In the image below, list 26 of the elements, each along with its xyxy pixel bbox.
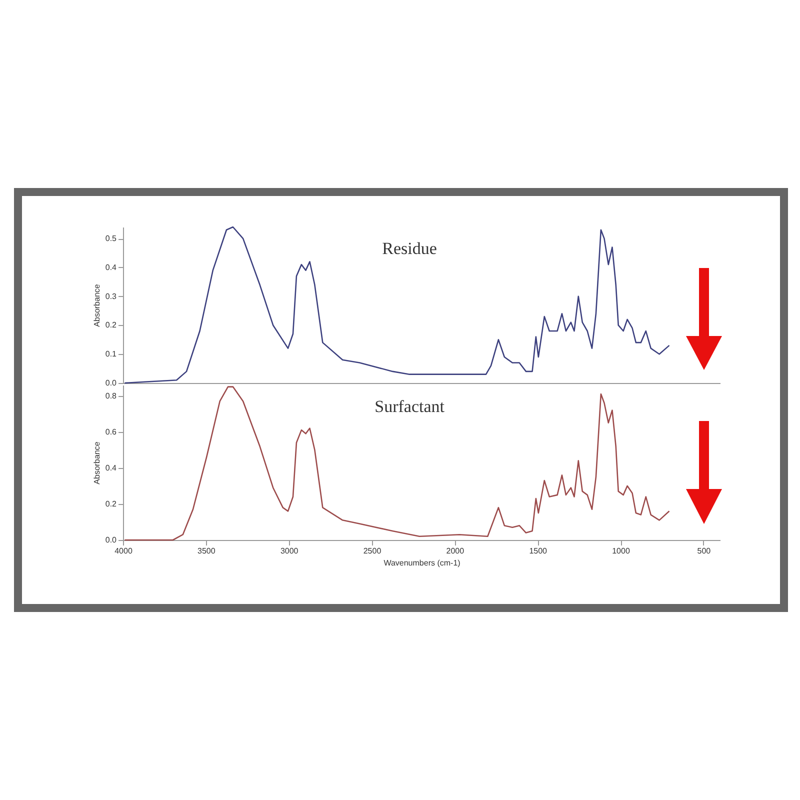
x-tick-label: 500 (697, 546, 712, 556)
y-tick-label: 0.0 (105, 536, 118, 544)
text: Residue (382, 239, 437, 258)
x-tick-label: 2000 (446, 546, 465, 556)
x-tick-label: 1000 (612, 546, 630, 556)
y-tick-label: 0.8 (105, 391, 118, 400)
y-axis-title: Absorbance (92, 441, 102, 484)
y-tick-label: 0.6 (105, 427, 118, 436)
y-tick-label: 0.0 (105, 378, 118, 388)
x-tick-label: 3000 (280, 546, 299, 556)
x-axis-title: Wavenumbers (cm-1) (384, 558, 461, 568)
y-tick-label: 0.3 (105, 292, 118, 301)
x-tick-label: 4000 (114, 546, 133, 556)
y-tick-label: 0.2 (105, 499, 118, 508)
line-series (124, 226, 670, 384)
line-series (124, 386, 670, 541)
x-tick-label: 1500 (529, 546, 548, 556)
y-tick-label: 0.1 (105, 350, 118, 359)
x-tick-label: 3500 (198, 546, 216, 556)
x-tick-label: 2500 (363, 546, 382, 556)
y-axis-title: Absorbance (92, 284, 102, 327)
y-tick-label: 0.2 (105, 320, 118, 330)
text: Surfactant (374, 397, 445, 416)
y-tick-label: 0.4 (105, 463, 118, 472)
y-tick-label: 0.5 (105, 234, 118, 244)
y-tick-label: 0.4 (105, 262, 118, 272)
